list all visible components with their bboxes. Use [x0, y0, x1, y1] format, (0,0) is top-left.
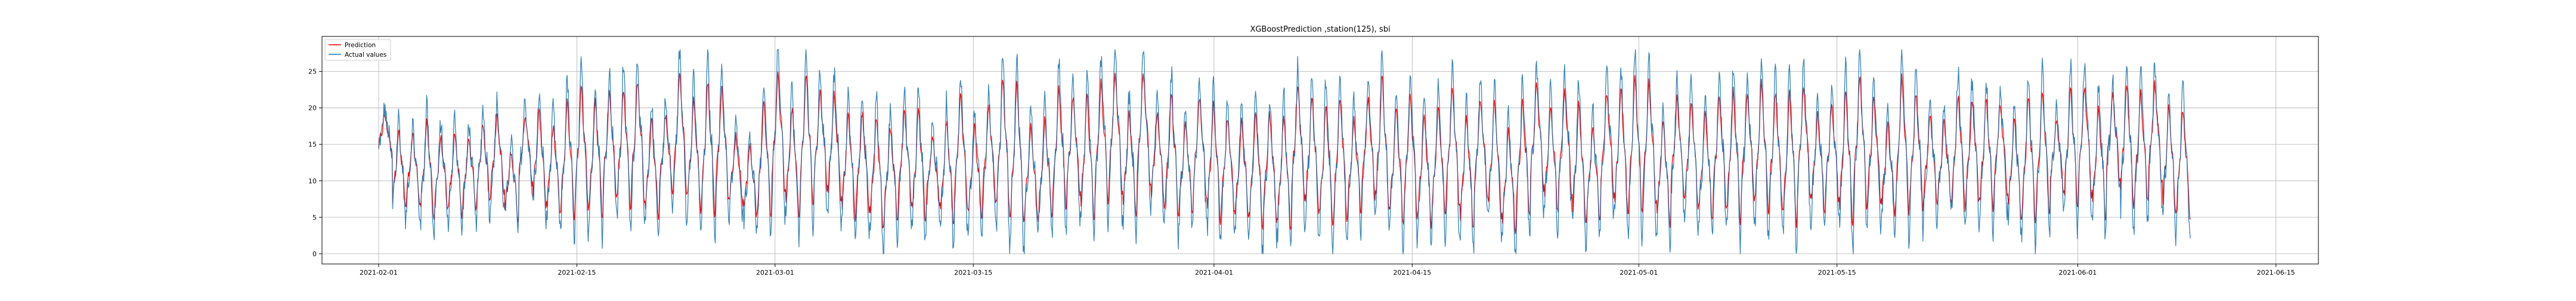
series-layer — [378, 49, 2191, 254]
x-tick-label: 2021-05-15 — [1818, 269, 1856, 277]
legend-label-prediction: Prediction — [345, 42, 376, 49]
legend-label-actual: Actual values — [345, 51, 386, 59]
y-tick-label: 10 — [308, 177, 317, 185]
x-tick-label: 2021-02-15 — [558, 269, 596, 277]
y-tick-label: 25 — [308, 68, 317, 76]
y-tick-label: 15 — [308, 141, 317, 149]
y-tick-label: 5 — [312, 214, 317, 222]
x-tick-label: 2021-06-15 — [2257, 269, 2295, 277]
y-tick-label: 20 — [308, 105, 317, 112]
actual-values-line — [378, 49, 2191, 254]
grid — [322, 36, 2318, 264]
chart-title: XGBoostPrediction ,station(125), sbi — [1250, 25, 1390, 34]
x-tick-label: 2021-03-15 — [954, 269, 992, 277]
x-tick-label: 2021-04-15 — [1393, 269, 1431, 277]
legend: Prediction Actual values — [324, 39, 391, 61]
legend-box — [324, 39, 391, 61]
axis-ticks: 2021-02-01 2021-02-15 2021-03-01 2021-03-15… — [308, 68, 2295, 277]
x-tick-label: 2021-06-01 — [2058, 269, 2097, 277]
x-tick-label: 2021-03-01 — [756, 269, 794, 277]
x-tick-label: 2021-04-01 — [1195, 269, 1233, 277]
plot-frame — [321, 36, 2319, 265]
prediction-line — [378, 71, 2191, 235]
y-tick-label: 0 — [312, 250, 317, 258]
x-tick-label: 2021-05-01 — [1620, 269, 1658, 277]
x-tick-label: 2021-02-01 — [360, 269, 398, 277]
